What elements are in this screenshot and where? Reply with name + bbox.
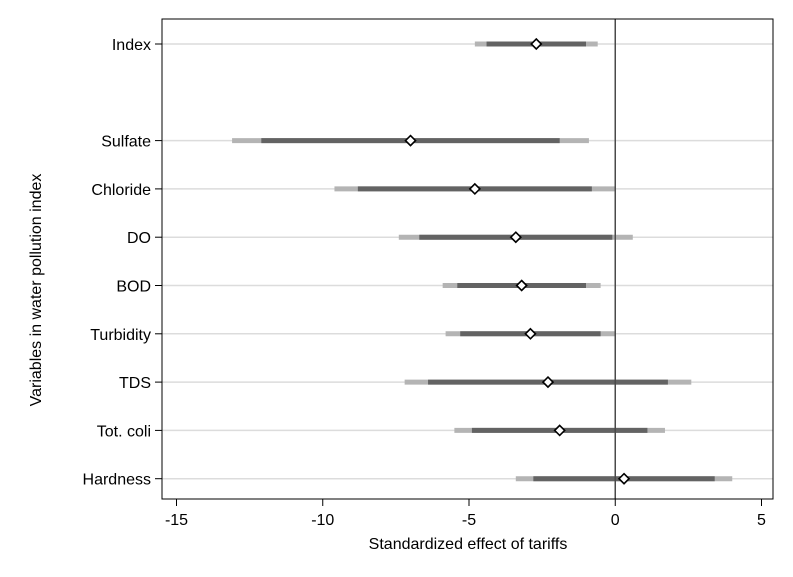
estimate-marker [553, 424, 566, 437]
estimate-marker [404, 134, 417, 147]
estimate-marker [617, 472, 631, 485]
x-tick-label: 5 [757, 512, 766, 529]
estimate-marker [509, 231, 522, 244]
category-label: BOD [116, 279, 151, 296]
x-axis-title: Standardized effect of tariffs [369, 536, 568, 553]
plot-frame [161, 18, 774, 500]
category-label: TDS [119, 375, 151, 392]
category-label: Chloride [91, 182, 151, 199]
y-axis-title: Variables in water pollution index [28, 174, 45, 407]
x-tick-label: -15 [165, 512, 188, 529]
category-label: DO [127, 230, 151, 247]
estimate-marker [530, 37, 543, 51]
category-label: Hardness [83, 472, 151, 489]
estimate-marker [515, 279, 528, 292]
x-tick-label: -10 [311, 512, 334, 529]
category-label: Turbidity [90, 327, 151, 344]
category-label: Index [112, 37, 151, 54]
category-label: Sulfate [101, 134, 151, 151]
estimate-marker [524, 327, 537, 340]
estimate-marker [541, 375, 555, 389]
estimate-marker [468, 182, 481, 196]
x-tick-label: 0 [611, 512, 620, 529]
category-label: Tot. coli [97, 423, 151, 440]
x-tick-label: -5 [462, 512, 476, 529]
